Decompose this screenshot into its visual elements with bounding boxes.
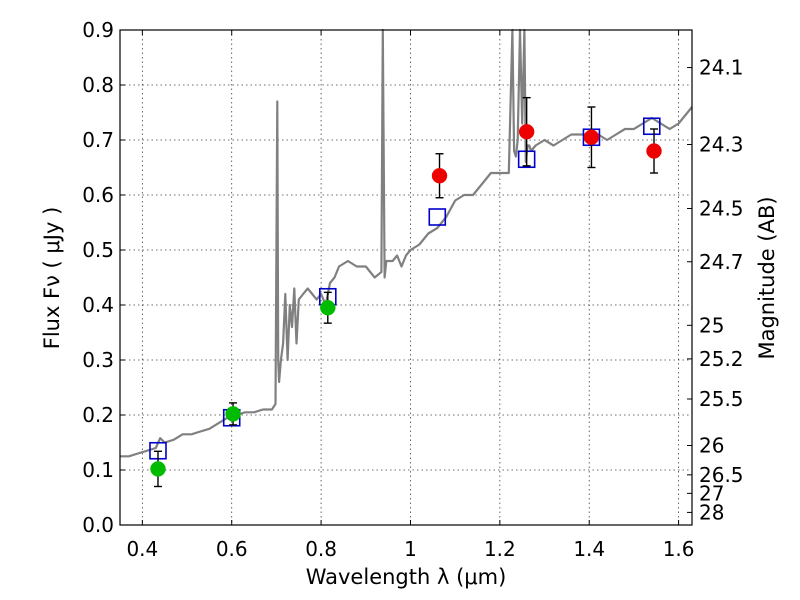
x-tick-label: 1.6 [663,537,695,561]
magnitude-tick-label: 28 [699,500,724,524]
right-axis-title: Magnitude (AB) [755,196,779,359]
x-tick-label: 0.4 [126,537,158,561]
y-tick-label: 0.7 [82,128,114,152]
observed-photometry-layer [150,96,662,488]
x-tick-label: 1.2 [484,537,516,561]
magnitude-tick-label: 24.1 [699,56,744,80]
model-sed-line [120,28,693,458]
plot-frame [119,29,693,526]
y-tick-label: 0.8 [82,73,114,97]
magnitude-tick-label: 26.5 [699,463,744,487]
hst-photometry-point [518,124,535,140]
y-tick-label: 0.6 [82,183,114,207]
x-tick-label: 1.4 [573,537,605,561]
model-photometry-square [642,117,661,136]
magnitude-tick-label: 24.7 [699,250,744,274]
ground-photometry-point [150,461,166,477]
magnitude-tick-label: 25.5 [699,387,744,411]
magnitude-tick-label: 24.3 [699,132,744,156]
x-tick-label: 1 [404,537,417,561]
magnitude-tick-label: 25 [699,313,724,337]
x-tick-label: 0.6 [216,537,248,561]
hst-photometry-point [583,129,600,145]
y-tick-label: 0.4 [82,293,114,317]
magnitude-tick-label: 24.5 [699,197,744,221]
magnitude-tick-label: 25.2 [699,347,744,371]
y-tick-label: 0.9 [82,18,114,42]
y-axis-title: Flux Fν ( μJy ) [40,207,64,350]
x-tick-label: 0.8 [305,537,337,561]
magnitude-tick-label: 27 [699,481,724,505]
hst-photometry-point [646,143,662,159]
y-tick-label: 0.3 [82,348,114,372]
magnitude-tick-label: 26 [699,434,724,458]
model-sed-layer [120,28,693,458]
grid [120,30,692,525]
model-photometry-square [428,208,447,226]
ground-photometry-point [225,406,241,422]
y-tick-label: 0.0 [82,513,114,537]
ground-photometry-point [320,300,336,316]
y-tick-label: 0.2 [82,403,114,427]
hst-photometry-point [431,168,448,184]
y-tick-label: 0.5 [82,238,114,262]
x-axis-title: Wavelength λ (μm) [306,565,507,589]
y-tick-label: 0.1 [82,458,114,482]
axis-ticks: 0.4 0.6 0.8 1 1.2 1.4 1.6 0.0 0.1 0.2 0.3 0.4 0.5 0.6… [82,18,743,561]
